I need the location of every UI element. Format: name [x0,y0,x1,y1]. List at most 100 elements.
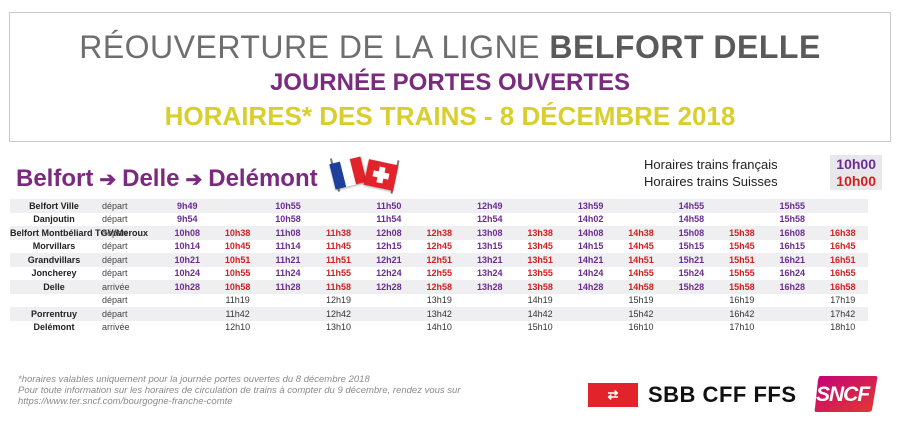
table-row: Belfort Montbéliard TGV/Meroux départ 10h0… [10,226,868,240]
station-name: Delémont [33,322,75,333]
time-cell: 14h45 [628,241,654,252]
legend: Horaires trains français 10h00 Horaires … [644,155,882,191]
time-cell [414,199,465,213]
time-cell [767,321,817,335]
time-cell [616,213,666,227]
time-cell: 16h51 [817,253,868,267]
time-cell [212,213,262,227]
time-cell: 15h55 [767,199,818,213]
time-cell: 15h21 [666,253,717,267]
time-cell: 10h14 [174,241,200,252]
page-title: RÉOUVERTURE DE LA LIGNE BELFORT DELLE [79,29,821,65]
station-name [10,294,98,308]
legend-swiss-sample: 10h00 [830,172,882,190]
table-row: Grandvillars départ 10h21 10h51 11h21 11h51 12… [10,253,868,267]
time-cell: 11h58 [313,280,364,294]
time-cell: 12h42 [313,307,364,321]
stop-type: arrivée [102,322,130,333]
time-cell: 13h15 [476,241,503,252]
time-cell: 10h55 [224,268,251,279]
table-row: départ 11h19 12h19 13h19 14h19 15h19 16h19 17h1… [10,294,868,308]
time-cell [716,199,768,213]
time-cell: 18h10 [830,322,856,333]
time-cell: 12h54 [476,214,503,225]
time-cell [817,199,868,213]
time-cell: 14h15 [577,241,604,252]
time-cell: 15h24 [678,268,705,279]
france-flag-icon [329,156,367,190]
legend-swiss: Horaires trains Suisses 10h00 [644,172,882,191]
sncf-logo: SNCF [814,374,878,414]
stop-type: départ [98,253,162,267]
time-cell [666,307,717,321]
time-cell: 15h19 [628,295,654,306]
time-cell: 15h08 [666,226,717,240]
footnote-link: https://www.ter.sncf.com/bourgogne-franc… [18,396,233,407]
flags [326,154,410,198]
title-highlight: BELFORT DELLE [549,29,821,65]
time-cell: 11h14 [275,241,301,252]
time-cell: 11h54 [376,214,402,225]
time-cell: 17h19 [830,295,856,306]
sncf-logo-shape [814,376,878,412]
time-cell: 10h24 [174,268,200,279]
footnote-line: Pour toute information sur les horaires … [18,385,461,396]
time-cell: 15h38 [716,226,768,240]
time-cell [767,294,817,308]
time-cell: 16h28 [767,280,818,294]
stop-type: départ [98,307,162,321]
time-cell [465,321,515,335]
time-cell [262,307,314,321]
time-cell [263,294,313,308]
time-cell [565,307,616,321]
time-cell [514,199,566,213]
time-cell: 16h55 [829,268,856,279]
time-cell [364,294,414,308]
station-name: Belfort Montbéliard TGV/Meroux [10,226,149,240]
time-cell [565,321,615,335]
time-cell: 13h19 [426,295,452,306]
time-cell [162,294,212,308]
time-cell: 14h51 [615,253,667,267]
time-cell [666,321,716,335]
time-cell: 14h42 [514,307,566,321]
time-cell [767,307,818,321]
time-cell: 16h24 [779,268,806,279]
sbb-arrows-icon: ⇄ [588,383,638,407]
time-cell: 14h55 [628,268,654,279]
sncf-logo-text: SNCF [816,383,870,406]
time-cell: 11h24 [275,268,301,279]
stop-type: départ [102,241,128,252]
time-cell: 12h15 [376,241,402,252]
time-cell: 16h08 [767,226,818,240]
time-cell: 15h58 [716,280,768,294]
table-row: Joncherey départ 10h24 10h55 11h24 11h55 12h24… [10,267,868,281]
time-cell: 16h21 [767,253,818,267]
time-cell: 16h45 [829,241,856,252]
sbb-logo-text: SBB CFF FFS [648,382,797,407]
time-cell: 10h58 [212,280,263,294]
time-cell: 17h10 [729,322,755,333]
time-cell: 9h54 [176,214,198,225]
station-name: Delle [10,280,98,294]
time-cell: 10h08 [162,226,213,240]
time-cell: 12h08 [363,226,415,240]
time-cell [565,294,615,308]
time-cell: 12h21 [363,253,415,267]
time-cell: 13h45 [527,241,553,252]
time-cell: 15h10 [527,322,553,333]
legend-french: Horaires trains français 10h00 [644,155,882,174]
time-cell: 12h58 [414,280,465,294]
time-cell: 13h42 [414,307,465,321]
time-cell: 14h02 [577,214,604,225]
time-cell: 14h21 [565,253,616,267]
time-cell: 10h21 [162,253,213,267]
time-cell: 13h28 [464,280,515,294]
legend-french-sample: 10h00 [830,155,882,173]
time-cell: 11h28 [262,280,314,294]
time-cell [414,213,464,227]
time-cell: 11h21 [262,253,314,267]
time-cell [364,321,414,335]
time-cell: 11h42 [212,307,263,321]
time-cell: 13h10 [325,322,351,333]
